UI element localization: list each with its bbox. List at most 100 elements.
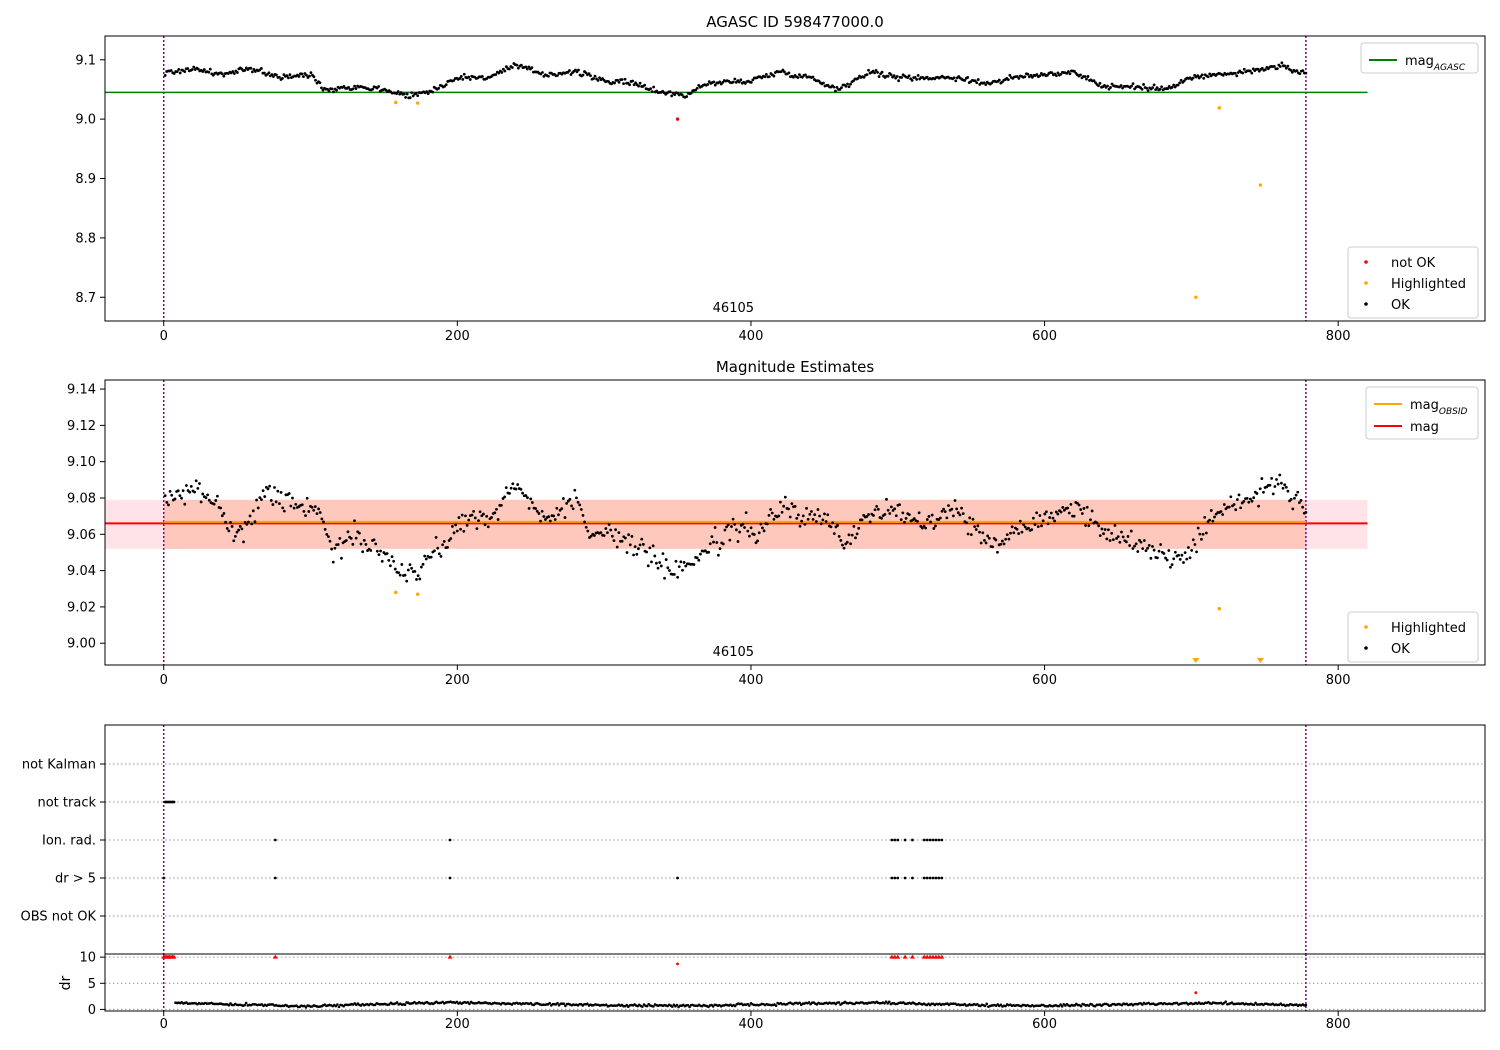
ok-point xyxy=(751,78,755,82)
ok-point xyxy=(684,564,688,568)
dr-point xyxy=(1087,1004,1091,1007)
ok-point xyxy=(219,506,223,510)
ok-point xyxy=(421,562,425,566)
ok-point xyxy=(672,572,676,576)
ok-point xyxy=(984,83,988,87)
ok-point xyxy=(984,541,988,545)
ok-point xyxy=(1050,71,1054,75)
ok-point xyxy=(1273,485,1277,488)
ok-point xyxy=(565,501,569,505)
flag-point xyxy=(931,876,935,880)
ok-point xyxy=(1133,544,1136,548)
dr-point xyxy=(686,1003,690,1007)
ok-point xyxy=(968,516,972,520)
ok-point xyxy=(953,499,957,502)
ok-point xyxy=(515,63,519,67)
ok-point xyxy=(229,520,232,524)
ok-point xyxy=(540,509,544,513)
x-tick-label: 400 xyxy=(739,673,764,688)
ok-point xyxy=(1072,514,1076,518)
ok-point xyxy=(787,71,791,75)
y-tick-label: 5 xyxy=(88,977,96,992)
ok-point xyxy=(1251,67,1255,71)
ok-point xyxy=(689,91,693,95)
dr-point xyxy=(887,1000,891,1004)
ok-point xyxy=(898,503,901,507)
ok-point xyxy=(604,527,608,530)
x-tick-label: 800 xyxy=(1326,1017,1351,1032)
ok-point xyxy=(1255,492,1259,495)
ok-point xyxy=(1208,72,1212,76)
ok-point xyxy=(668,569,671,572)
ok-point xyxy=(1180,553,1184,557)
dr-point xyxy=(556,1001,559,1005)
ok-point xyxy=(248,514,252,518)
ok-point xyxy=(478,510,482,514)
ok-point xyxy=(1234,508,1238,512)
flags-plot-area xyxy=(105,725,1485,954)
ok-point xyxy=(958,513,962,517)
ok-point xyxy=(997,78,1001,82)
ok-point xyxy=(712,80,716,84)
ok-point xyxy=(416,94,420,98)
ok-point xyxy=(971,517,975,521)
ok-point xyxy=(202,68,206,71)
ok-point xyxy=(1149,556,1153,560)
dr-y-axis: 10 5 0 xyxy=(79,951,105,1018)
ok-point xyxy=(480,75,484,78)
ok-point xyxy=(628,543,632,547)
ok-point xyxy=(555,506,559,510)
ok-point xyxy=(396,90,400,93)
ok-point xyxy=(275,73,278,77)
ok-point xyxy=(790,502,794,506)
ok-point xyxy=(999,542,1003,546)
legend-point-label: OK xyxy=(1391,298,1410,313)
ok-point xyxy=(305,73,308,77)
flag-category-label: Ion. rad. xyxy=(42,834,96,849)
ok-point xyxy=(620,539,624,543)
ok-point xyxy=(1233,71,1237,75)
ok-point xyxy=(185,484,188,487)
ok-point xyxy=(541,71,544,74)
ok-point xyxy=(475,527,479,531)
ok-point xyxy=(1239,506,1243,510)
flag-point xyxy=(896,876,900,880)
ok-point xyxy=(216,494,219,498)
ok-point xyxy=(681,568,684,572)
ok-point xyxy=(942,507,946,511)
ok-point xyxy=(876,507,880,511)
ok-point xyxy=(978,530,981,534)
dr-point xyxy=(798,1001,801,1005)
ok-point xyxy=(374,542,378,546)
ok-point xyxy=(1023,75,1027,79)
ok-point xyxy=(470,513,474,517)
ok-point xyxy=(199,500,203,504)
ok-point xyxy=(756,539,759,543)
y-tick-label: 9.14 xyxy=(67,383,96,398)
ok-point xyxy=(1128,544,1132,547)
ok-point xyxy=(1038,74,1042,78)
ok-point xyxy=(767,513,771,517)
ok-point xyxy=(728,538,732,542)
ok-point xyxy=(625,551,629,554)
ok-point xyxy=(178,71,182,75)
ok-point xyxy=(259,67,263,70)
dr-point xyxy=(1057,1004,1061,1008)
ok-point xyxy=(1162,552,1166,555)
ok-point xyxy=(500,71,504,74)
flag-point xyxy=(928,838,932,842)
dr-point xyxy=(837,1001,841,1004)
ok-point xyxy=(934,524,937,528)
ok-point xyxy=(987,536,991,540)
ok-point xyxy=(1182,561,1185,564)
ok-point xyxy=(676,575,680,579)
ok-point xyxy=(873,71,876,75)
flag-point xyxy=(922,876,926,880)
dr-point xyxy=(641,1005,644,1008)
ok-point xyxy=(983,538,986,542)
ok-point xyxy=(331,560,335,564)
ok-point xyxy=(1169,565,1172,569)
ok-point xyxy=(537,512,541,515)
ok-point xyxy=(1068,72,1072,76)
